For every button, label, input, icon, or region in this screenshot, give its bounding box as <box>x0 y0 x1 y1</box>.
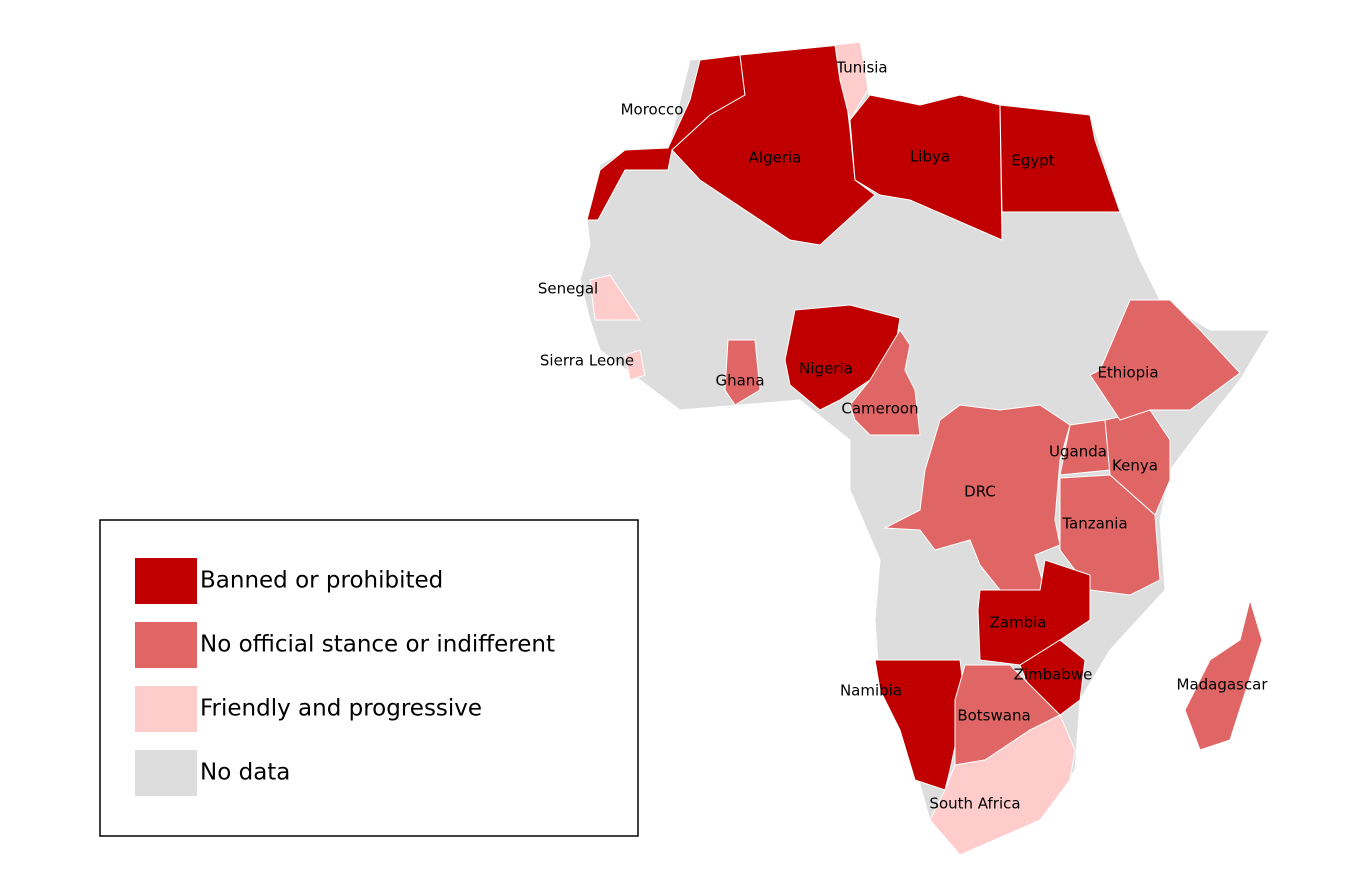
country <box>834 41 869 122</box>
legend-swatch <box>135 558 197 604</box>
country-label: Morocco <box>621 101 684 119</box>
country-label: Cameroon <box>841 400 918 418</box>
legend-label: Friendly and progressive <box>200 696 482 722</box>
country-label: DRC <box>964 483 996 501</box>
country-label: Madagascar <box>1177 676 1269 694</box>
country <box>724 339 761 406</box>
country <box>929 714 1076 856</box>
legend-label: No official stance or indifferent <box>200 632 555 658</box>
country-label: Ghana <box>715 372 764 390</box>
legend-swatch <box>135 686 197 732</box>
country-label: Ethiopia <box>1097 364 1158 382</box>
country <box>784 304 901 411</box>
country <box>624 349 646 381</box>
legend-swatch <box>135 750 197 796</box>
legend-label: No data <box>200 760 290 786</box>
country-label: Namibia <box>840 682 902 700</box>
country-label: Algeria <box>749 149 802 167</box>
country <box>1059 474 1161 596</box>
country-label: South Africa <box>929 795 1020 813</box>
country <box>849 329 921 436</box>
country-label: Zimbabwe <box>1014 666 1093 684</box>
country-label: Egypt <box>1011 152 1054 170</box>
country-label: Senegal <box>538 280 598 298</box>
country <box>1089 299 1241 421</box>
country-label: Tunisia <box>835 59 887 77</box>
countries <box>586 41 1263 856</box>
country <box>589 274 641 321</box>
country-label: Sierra Leone <box>540 352 634 370</box>
country <box>977 559 1091 666</box>
country-label: Nigeria <box>799 360 853 378</box>
country-label: Zambia <box>990 614 1047 632</box>
country-label: Tanzania <box>1061 515 1127 533</box>
legend-swatch <box>135 622 197 668</box>
country-label: Botswana <box>957 707 1030 725</box>
legend-label: Banned or prohibited <box>200 568 443 594</box>
legend: Banned or prohibited No official stance o… <box>135 558 555 796</box>
country <box>999 104 1121 213</box>
country <box>1184 598 1263 751</box>
country-label: Kenya <box>1112 457 1158 475</box>
country-label: Uganda <box>1049 443 1107 461</box>
country-label: Libya <box>910 148 950 166</box>
labels: Morocco Algeria Tunisia Libya Egypt Senegal Si… <box>538 59 1269 813</box>
